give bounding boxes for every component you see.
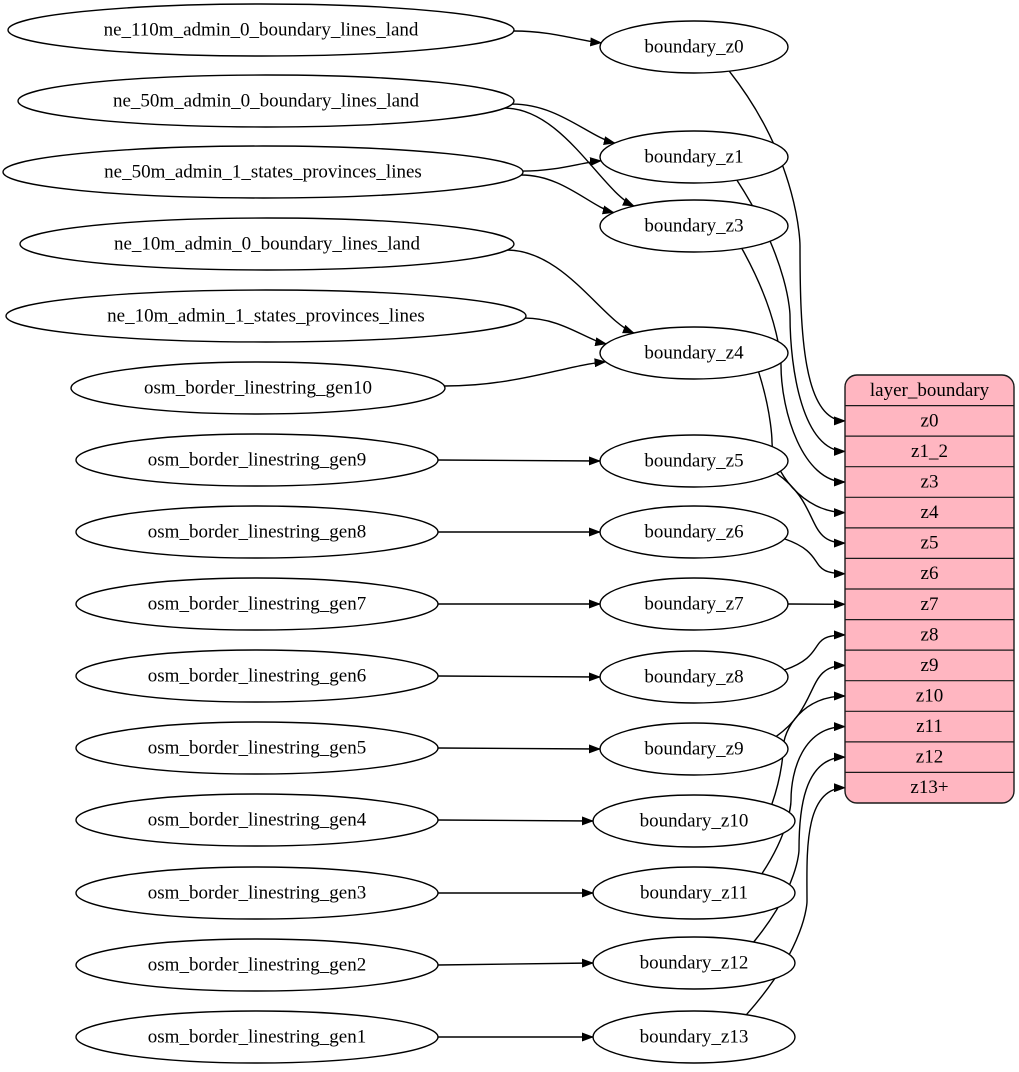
node-label: osm_border_linestring_gen6	[148, 666, 366, 687]
node-label: boundary_z4	[644, 343, 744, 364]
node-ne_10m_admin_1_states_provinces_lines: ne_10m_admin_1_states_provinces_lines	[6, 290, 526, 342]
node-osm_border_linestring_gen2: osm_border_linestring_gen2	[76, 939, 438, 991]
node-boundary_z12: boundary_z12	[593, 937, 795, 989]
edge-osm_border_linestring_gen5-to-boundary_z9	[438, 748, 600, 749]
node-osm_border_linestring_gen7: osm_border_linestring_gen7	[76, 578, 438, 630]
table-title: layer_boundary	[870, 380, 990, 401]
edge-osm_border_linestring_gen2-to-boundary_z12	[438, 963, 593, 965]
edge-ne_50m_admin_1_states_provinces_lines-to-boundary_z3	[521, 175, 613, 213]
node-label: osm_border_linestring_gen9	[148, 450, 366, 471]
table-row-z7: z7	[921, 594, 939, 615]
node-label: osm_border_linestring_gen5	[148, 738, 366, 759]
node-ne_110m_admin_0_boundary_lines_land: ne_110m_admin_0_boundary_lines_land	[8, 4, 514, 56]
table-row-z1_2: z1_2	[911, 441, 948, 462]
edge-osm_border_linestring_gen6-to-boundary_z8	[438, 676, 600, 677]
node-label: ne_50m_admin_1_states_provinces_lines	[104, 162, 422, 183]
node-label: boundary_z8	[644, 667, 743, 688]
node-label: boundary_z6	[644, 522, 743, 543]
node-osm_border_linestring_gen3: osm_border_linestring_gen3	[76, 867, 438, 919]
table-row-z5: z5	[921, 533, 939, 554]
edge-boundary_z4-to-row-z4	[759, 372, 845, 513]
node-ne_50m_admin_0_boundary_lines_land: ne_50m_admin_0_boundary_lines_land	[18, 75, 514, 127]
table-layer: layer_boundary z0 z1_2 z3 z4 z5 z6 z7 z8 z9 z10 z11…	[845, 375, 1014, 803]
edge-ne_110m_admin_0_boundary_lines_land-to-boundary_z0	[514, 31, 602, 43]
table-row-z13+: z13+	[910, 777, 948, 798]
layer-boundary-table: layer_boundary z0 z1_2 z3 z4 z5 z6 z7 z8 z9 z10 z11…	[845, 375, 1014, 803]
node-osm_border_linestring_gen9: osm_border_linestring_gen9	[76, 434, 438, 486]
edge-boundary_z6-to-row-z6	[785, 539, 845, 574]
node-label: boundary_z5	[644, 451, 743, 472]
table-row-z6: z6	[921, 563, 939, 584]
node-boundary_z1: boundary_z1	[600, 131, 788, 183]
node-ne_50m_admin_1_states_provinces_lines: ne_50m_admin_1_states_provinces_lines	[3, 146, 523, 198]
node-label: boundary_z12	[640, 953, 749, 974]
node-label: boundary_z1	[644, 147, 743, 168]
node-label: osm_border_linestring_gen7	[148, 594, 366, 615]
node-label: osm_border_linestring_gen10	[144, 378, 372, 399]
node-label: osm_border_linestring_gen4	[148, 810, 367, 831]
node-label: osm_border_linestring_gen1	[148, 1027, 366, 1048]
node-label: osm_border_linestring_gen2	[148, 955, 366, 976]
table-row-z8: z8	[921, 624, 939, 645]
table-row-z10: z10	[916, 686, 943, 707]
nodes-layer: ne_110m_admin_0_boundary_lines_land ne_50…	[3, 4, 795, 1063]
node-label: ne_10m_admin_1_states_provinces_lines	[107, 306, 425, 327]
node-boundary_z9: boundary_z9	[600, 723, 788, 775]
node-label: boundary_z10	[640, 811, 749, 832]
edge-osm_border_linestring_gen9-to-boundary_z5	[438, 460, 600, 461]
node-label: boundary_z13	[640, 1027, 749, 1048]
node-label: boundary_z11	[640, 883, 748, 904]
node-label: boundary_z7	[644, 594, 743, 615]
node-boundary_z11: boundary_z11	[593, 867, 795, 919]
node-boundary_z10: boundary_z10	[593, 795, 795, 847]
edge-ne_50m_admin_1_states_provinces_lines-to-boundary_z1	[523, 161, 601, 171]
node-label: boundary_z9	[644, 739, 743, 760]
edge-ne_10m_admin_0_boundary_lines_land-to-boundary_z4	[507, 250, 634, 333]
node-ne_10m_admin_0_boundary_lines_land: ne_10m_admin_0_boundary_lines_land	[20, 218, 514, 270]
node-boundary_z0: boundary_z0	[600, 21, 788, 73]
node-osm_border_linestring_gen5: osm_border_linestring_gen5	[76, 722, 438, 774]
edge-osm_border_linestring_gen4-to-boundary_z10	[438, 820, 593, 821]
node-osm_border_linestring_gen4: osm_border_linestring_gen4	[76, 794, 438, 846]
table-row-z3: z3	[921, 472, 939, 493]
node-label: osm_border_linestring_gen3	[148, 883, 366, 904]
table-row-z11: z11	[916, 716, 943, 737]
node-label: boundary_z3	[644, 216, 743, 237]
edge-boundary_z8-to-row-z8	[785, 635, 846, 670]
node-boundary_z13: boundary_z13	[593, 1011, 795, 1063]
node-boundary_z3: boundary_z3	[600, 200, 788, 252]
node-label: ne_10m_admin_0_boundary_lines_land	[114, 234, 421, 255]
node-boundary_z6: boundary_z6	[600, 506, 788, 558]
node-osm_border_linestring_gen6: osm_border_linestring_gen6	[76, 650, 438, 702]
node-label: osm_border_linestring_gen8	[148, 522, 366, 543]
node-osm_border_linestring_gen8: osm_border_linestring_gen8	[76, 506, 438, 558]
node-osm_border_linestring_gen10: osm_border_linestring_gen10	[71, 362, 445, 414]
table-row-z0: z0	[921, 410, 939, 431]
table-row-z4: z4	[921, 502, 939, 523]
node-boundary_z8: boundary_z8	[600, 651, 788, 703]
node-osm_border_linestring_gen1: osm_border_linestring_gen1	[76, 1011, 438, 1063]
edge-ne_10m_admin_1_states_provinces_lines-to-boundary_z4	[525, 318, 606, 344]
node-boundary_z4: boundary_z4	[600, 327, 788, 379]
node-label: ne_110m_admin_0_boundary_lines_land	[104, 20, 419, 41]
node-label: boundary_z0	[644, 37, 743, 58]
table-row-z12: z12	[916, 747, 943, 768]
node-label: ne_50m_admin_0_boundary_lines_land	[113, 91, 420, 112]
node-boundary_z5: boundary_z5	[600, 435, 788, 487]
edge-osm_border_linestring_gen10-to-boundary_z4	[445, 362, 606, 386]
edge-boundary_z12-to-row-z12	[754, 757, 845, 942]
table-row-z9: z9	[921, 655, 939, 676]
node-boundary_z7: boundary_z7	[600, 578, 788, 630]
